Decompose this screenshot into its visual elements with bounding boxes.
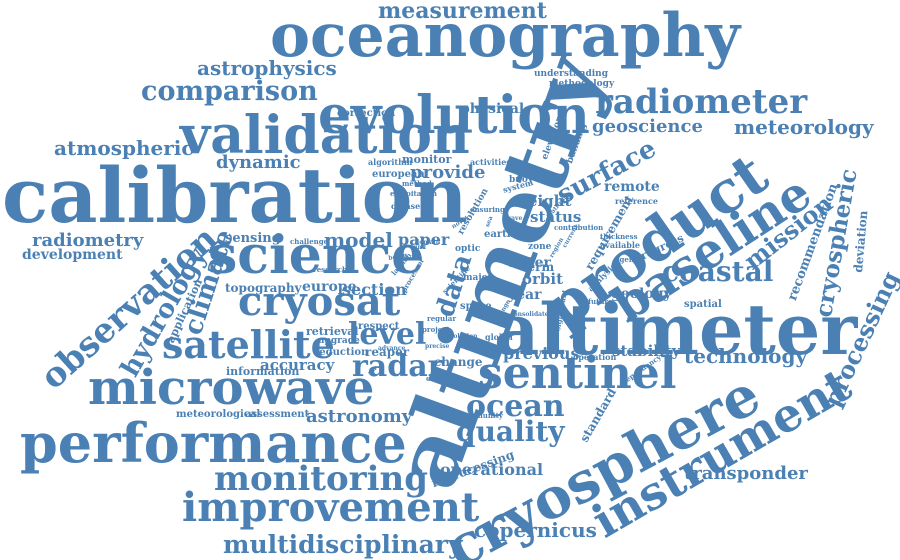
word: algorithm — [368, 158, 412, 166]
word: improvement — [182, 488, 479, 528]
word: comparison — [141, 78, 318, 105]
word: spatial — [684, 300, 722, 310]
word: geoscience — [592, 118, 703, 136]
word: challenge — [290, 238, 328, 245]
word: correction — [337, 109, 395, 119]
word: astrophysics — [197, 58, 337, 78]
word: method — [402, 180, 432, 187]
word: research — [313, 266, 347, 273]
word: technology — [684, 346, 807, 366]
word: multidisciplinary — [223, 532, 463, 557]
word: advance — [378, 346, 405, 352]
word: upgrade — [318, 337, 360, 346]
word: dataset — [391, 202, 424, 210]
word: measurement — [378, 0, 547, 22]
word: consolidated — [510, 312, 553, 318]
word: exploitation — [390, 190, 437, 197]
word: dynamic — [216, 154, 301, 172]
word: topography — [225, 282, 302, 294]
word: stability — [612, 344, 680, 359]
word: model — [324, 230, 393, 250]
word: radiometer — [595, 85, 807, 119]
word: operation — [573, 353, 616, 361]
word: meteorology — [734, 117, 874, 137]
word: atmospheric — [54, 138, 194, 158]
word: reduction — [314, 348, 368, 358]
word: development — [22, 248, 123, 262]
word: information — [226, 366, 299, 377]
word: assessment — [245, 410, 309, 420]
word: wind — [410, 245, 426, 251]
word: respect — [358, 322, 399, 332]
word: section — [342, 282, 407, 298]
word: thickness — [600, 233, 638, 240]
word: deviation — [852, 210, 869, 273]
word: wave — [506, 216, 522, 222]
